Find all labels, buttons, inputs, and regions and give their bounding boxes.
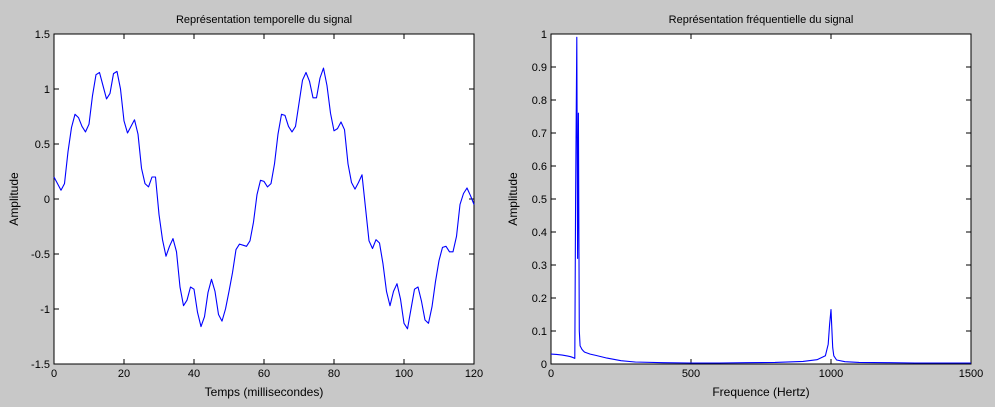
time-domain-chart: Représentation temporelle du signal Temp…	[7, 14, 483, 399]
x-tick-label: 120	[465, 368, 483, 380]
y-tick-label: 0.3	[532, 260, 547, 272]
chart-title: Représentation temporelle du signal	[176, 14, 352, 26]
y-tick-label: 0.1	[532, 326, 547, 338]
x-tick-label: 100	[395, 368, 413, 380]
y-tick-label: 0	[44, 194, 50, 206]
y-ticks: 1.5 1 0.5 0 -0.5 -1 -1.5	[31, 29, 474, 371]
x-tick-label: 1500	[959, 368, 983, 380]
y-tick-label: -1	[40, 304, 50, 316]
plot-area	[53, 33, 475, 365]
frequency-domain-chart: Représentation fréquentielle du signal F…	[506, 14, 983, 399]
x-tick-label: 0	[51, 368, 57, 380]
y-tick-label: 0.4	[532, 227, 547, 239]
y-tick-label: 0	[541, 359, 547, 371]
y-tick-label: 0.8	[532, 95, 547, 107]
x-tick-label: 40	[188, 368, 200, 380]
y-axis-label: Amplitude	[7, 172, 21, 226]
series-group	[53, 67, 475, 330]
x-tick-label: 500	[682, 368, 700, 380]
x-tick-label: 1000	[819, 368, 843, 380]
x-ticks: 0 500 1000 1500	[548, 34, 983, 380]
y-tick-label: -1.5	[31, 359, 50, 371]
y-axis-label: Amplitude	[506, 172, 520, 226]
plot-area	[550, 33, 972, 365]
x-tick-label: 80	[328, 368, 340, 380]
x-axis-label: Frequence (Hertz)	[712, 385, 809, 399]
y-tick-label: -0.5	[31, 249, 50, 261]
y-tick-label: 0.6	[532, 161, 547, 173]
y-ticks: 1 0.9 0.8 0.7 0.6 0.5 0.4 0.3 0.2 0.1 0	[532, 29, 971, 371]
y-tick-label: 0.9	[532, 62, 547, 74]
chart-title: Représentation fréquentielle du signal	[669, 14, 854, 26]
y-tick-label: 0.7	[532, 128, 547, 140]
y-tick-label: 0.2	[532, 293, 547, 305]
series-line	[53, 67, 475, 330]
x-tick-label: 20	[118, 368, 130, 380]
x-tick-label: 0	[548, 368, 554, 380]
y-tick-label: 1.5	[35, 29, 50, 41]
y-tick-label: 1	[44, 84, 50, 96]
x-ticks: 0 20 40 60 80 100 120	[51, 34, 483, 380]
x-tick-label: 60	[258, 368, 270, 380]
series-line	[550, 36, 971, 364]
y-tick-label: 1	[541, 29, 547, 41]
y-tick-label: 0.5	[532, 194, 547, 206]
x-axis-label: Temps (millisecondes)	[205, 385, 324, 399]
series-group	[550, 36, 971, 364]
y-tick-label: 0.5	[35, 139, 50, 151]
